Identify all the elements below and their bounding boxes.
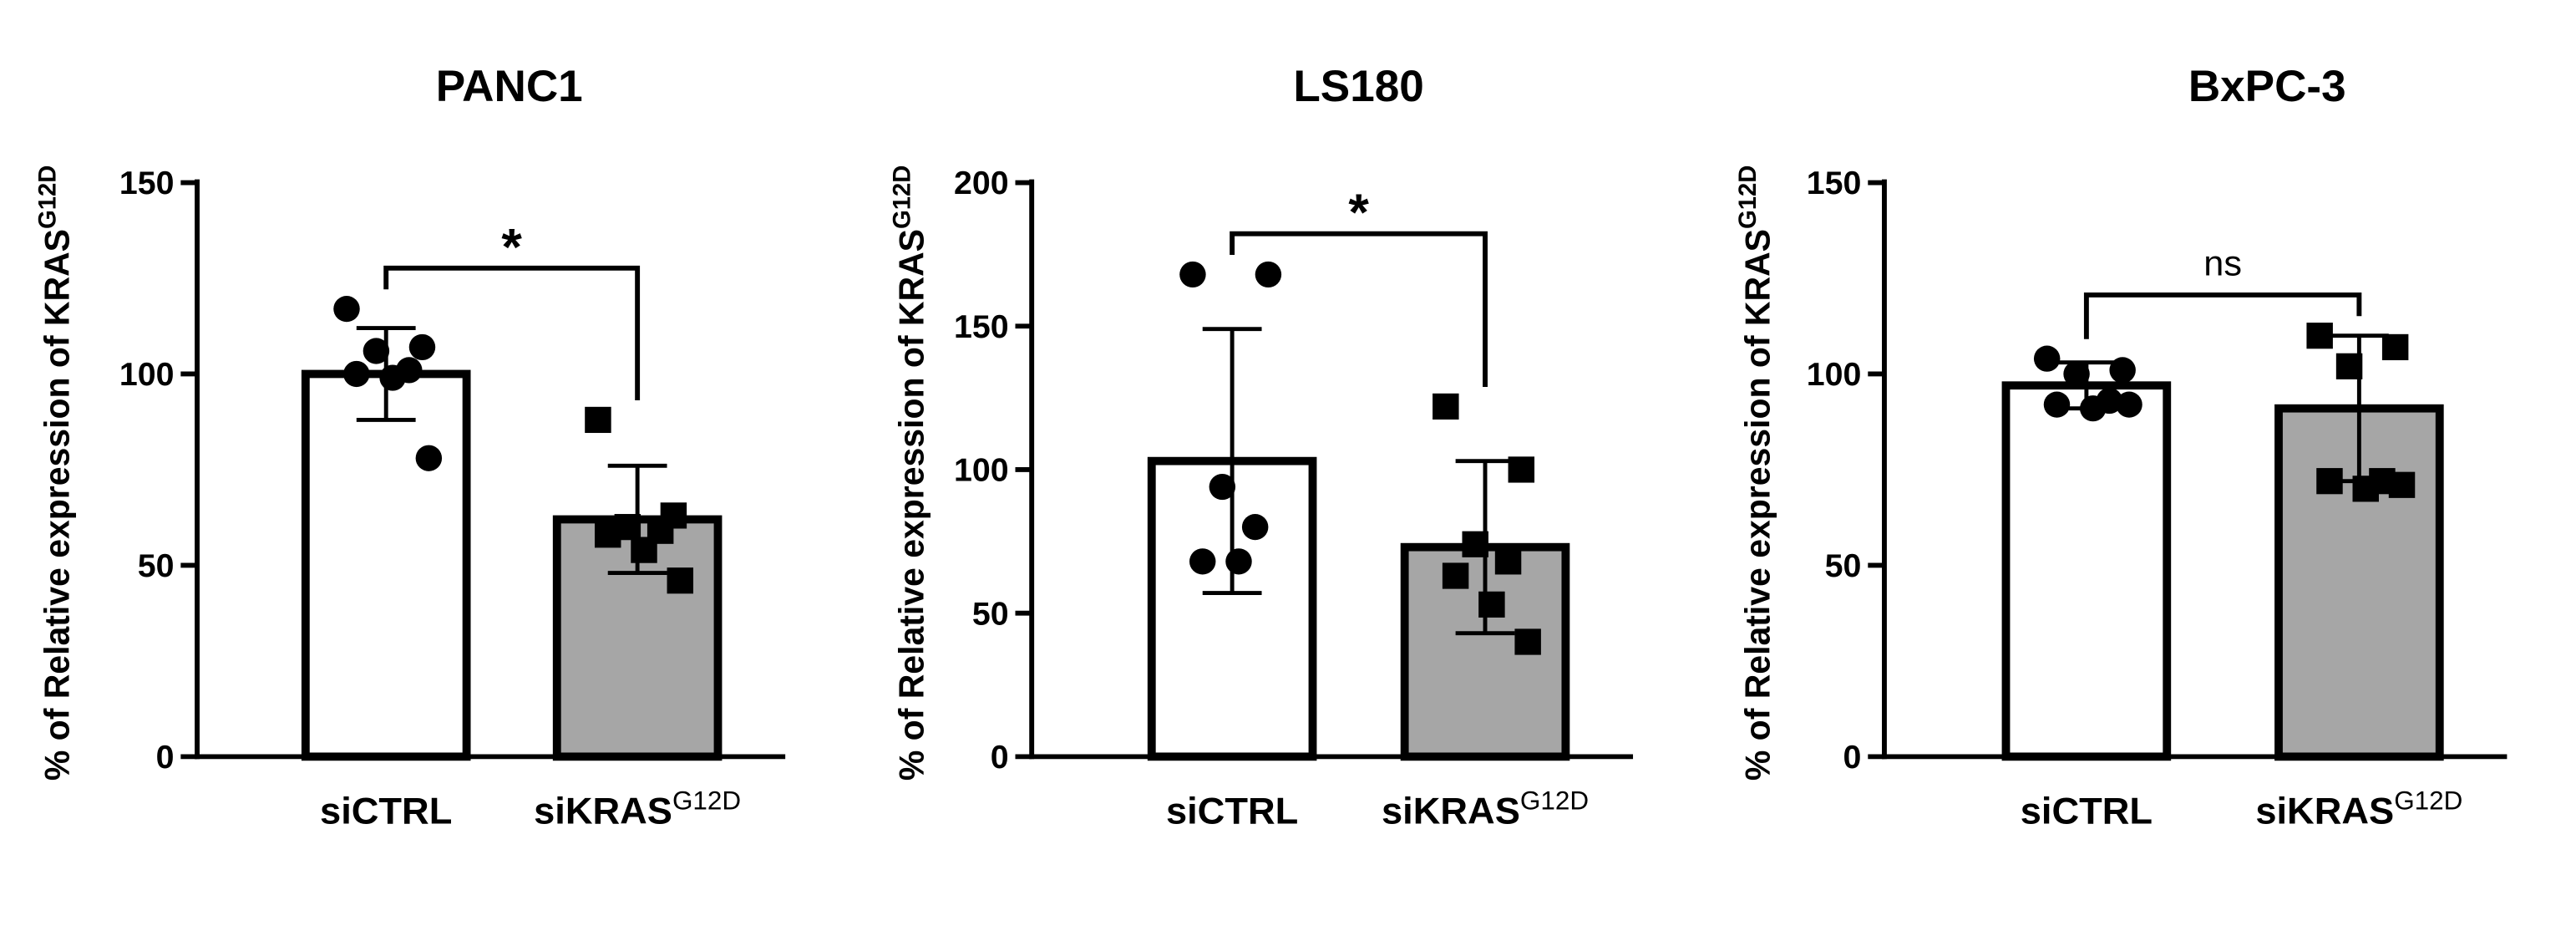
y-axis-label: % of Relative expression of KRASG12D [33,165,77,781]
data-point [2116,391,2142,418]
data-point [2388,471,2416,498]
data-point [2381,333,2409,361]
data-point [2109,357,2136,384]
bar [2001,381,2172,761]
data-point [1462,531,1488,557]
x-tick-label-text: siKRAS [2255,790,2394,832]
chart-title: LS180 [1293,62,1423,111]
y-tick-label: 150 [119,165,175,201]
data-point [1225,548,1252,575]
significance-label: ns [2203,244,2242,284]
y-axis-label-text: % of Relative expression of KRAS [1738,229,1777,781]
data-point [1189,548,1216,575]
data-point [1241,514,1269,541]
data-point [2063,360,2090,388]
bar [301,369,471,761]
data-point [363,338,390,364]
x-tick-label-text: siKRAS [534,790,672,832]
data-point [1255,261,1282,288]
y-tick-label: 0 [156,740,175,776]
y-axis-label-superscript: G12D [1734,165,1762,229]
data-point [2080,395,2107,422]
data-point [2306,323,2333,349]
x-tick-label-text: siCTRL [320,790,452,832]
data-point [2316,468,2343,495]
significance-bracket [383,265,641,401]
data-point [2043,391,2071,418]
bar [1147,456,1317,761]
significance-bracket [2083,292,2362,339]
x-tick-label-text: siCTRL [2021,790,2153,832]
data-point [1433,393,1459,420]
data-point [2352,476,2379,502]
significance-label: * [1348,184,1369,242]
y-tick-label: 150 [954,309,1009,345]
chart-panel: LS180% of Relative expression of KRASG12… [888,62,1634,832]
x-tick-label-superscript: G12D [672,786,741,815]
data-point [631,537,657,563]
x-tick-label: siCTRL [320,790,452,832]
data-point [1209,473,1236,501]
x-tick-label: siKRASG12D [1382,786,1589,832]
y-tick-label: 200 [954,165,1009,201]
x-tick-label: siCTRL [1166,790,1298,832]
y-axis-label: % of Relative expression of KRASG12D [888,165,931,781]
chart-title: PANC1 [436,62,583,111]
data-point [343,360,370,388]
data-point [379,364,406,391]
significance-label: * [501,218,522,277]
y-axis-label: % of Relative expression of KRASG12D [1734,165,1777,781]
data-point [2033,345,2061,372]
data-point [333,296,360,323]
data-point [1514,628,1541,655]
significance-bracket [1230,231,1488,387]
data-point [585,406,611,434]
x-tick-label-text: siKRAS [1382,790,1520,832]
data-point [1478,591,1505,618]
chart-panel: BxPC-3% of Relative expression of KRASG1… [1734,62,2508,832]
y-tick-label: 0 [991,740,1009,776]
x-tick-label-text: siCTRL [1166,790,1298,832]
chart-panel: PANC1% of Relative expression of KRASG12… [33,62,786,832]
data-point [1508,456,1535,483]
data-point [408,333,436,361]
y-tick-label: 0 [1843,740,1862,776]
chart-title: BxPC-3 [2188,62,2346,111]
x-tick-label: siKRASG12D [534,786,741,832]
y-axis-label-text: % of Relative expression of KRAS [892,229,931,781]
x-tick-label: siCTRL [2021,790,2153,832]
y-tick-label: 100 [954,453,1009,489]
x-tick-label: siKRASG12D [2255,786,2462,832]
y-axis-label-text: % of Relative expression of KRAS [38,229,76,781]
data-point [415,445,443,471]
y-tick-label: 50 [1825,548,1862,584]
y-tick-label: 50 [138,548,175,584]
y-tick-label: 150 [1807,165,1862,201]
x-tick-label-superscript: G12D [1520,786,1589,815]
y-tick-label: 100 [119,357,175,393]
data-point [1179,261,1206,288]
y-axis-label-superscript: G12D [888,165,915,229]
data-point [1442,562,1469,589]
y-tick-label: 100 [1807,357,1862,393]
y-axis-label-superscript: G12D [33,165,61,229]
data-point [2335,353,2363,379]
data-point [667,567,694,594]
data-point [1494,548,1522,575]
data-point [594,521,621,548]
x-tick-label-superscript: G12D [2394,786,2462,815]
y-tick-label: 50 [972,596,1009,632]
